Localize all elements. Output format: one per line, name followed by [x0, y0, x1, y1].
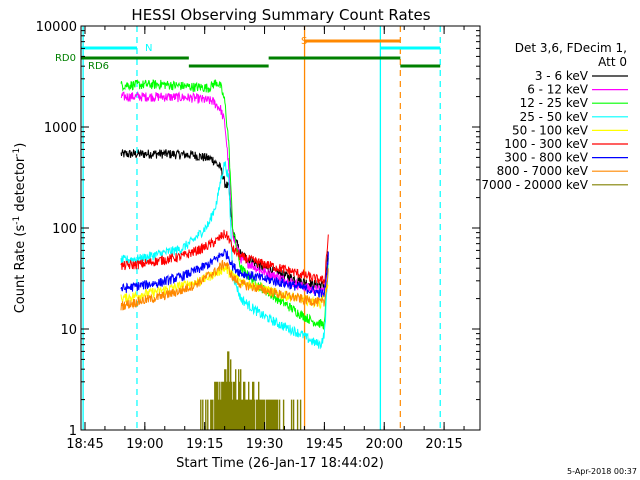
- series-group: [120, 78, 329, 430]
- legend-header-1: Det 3,6, FDecim 1,: [515, 41, 627, 55]
- x-tick-label-1: 19:00: [126, 437, 163, 452]
- legend-label-8: 7000 - 20000 keV: [481, 178, 588, 192]
- x-tick-label-2: 19:15: [186, 437, 223, 452]
- legend-label-1: 6 - 12 keV: [527, 83, 589, 97]
- legend-label-0: 3 - 6 keV: [535, 69, 589, 83]
- legend-header-2: Att 0: [598, 55, 627, 69]
- series-line-2: [120, 78, 329, 330]
- observing-annotations: N S RD0 RD6: [55, 26, 441, 430]
- y-tick-label-0: 1: [69, 424, 77, 439]
- legend-label-2: 12 - 25 keV: [520, 96, 589, 110]
- y-tick-label-1: 10: [60, 323, 77, 338]
- legend-label-3: 25 - 50 keV: [520, 110, 589, 124]
- y-tick-label-4: 10000: [36, 20, 77, 35]
- legend-label-6: 300 - 800 keV: [504, 151, 588, 165]
- y-axis-label: Count Rate (s-1 detector-1): [12, 143, 28, 314]
- x-tick-label-3: 19:30: [246, 437, 283, 452]
- legend-label-7: 800 - 7000 keV: [497, 164, 589, 178]
- footer-timestamp: 5-Apr-2018 00:37: [567, 467, 637, 476]
- x-tick-label-6: 20:15: [425, 437, 462, 452]
- series-line-0: [120, 148, 329, 290]
- series-line-7: [120, 260, 329, 311]
- y-tick-label-3: 1000: [44, 121, 77, 136]
- y-tick-label-2: 100: [52, 222, 77, 237]
- series-line-3: [120, 161, 329, 350]
- x-tick-label-4: 19:45: [306, 437, 343, 452]
- series-line-8: [200, 351, 302, 430]
- saa-label: N: [145, 43, 152, 54]
- legend-label-4: 50 - 100 keV: [512, 123, 589, 137]
- axes: 18:45 19:00 19:15 19:30 19:45 20:00 20:15 1 10 10…: [36, 20, 481, 452]
- x-axis-label: Start Time (26-Jan-17 18:44:02): [176, 456, 384, 471]
- legend-label-5: 100 - 300 keV: [504, 137, 588, 151]
- series-line-6: [120, 248, 329, 298]
- rd6-label: RD6: [88, 61, 109, 72]
- chart-title: HESSI Observing Summary Count Rates: [131, 6, 430, 24]
- flare-label: S: [301, 36, 307, 47]
- x-tick-label-0: 18:45: [66, 437, 103, 452]
- series-line-5: [120, 229, 329, 285]
- rd0-label: RD0: [55, 53, 76, 64]
- x-tick-label-5: 20:00: [366, 437, 403, 452]
